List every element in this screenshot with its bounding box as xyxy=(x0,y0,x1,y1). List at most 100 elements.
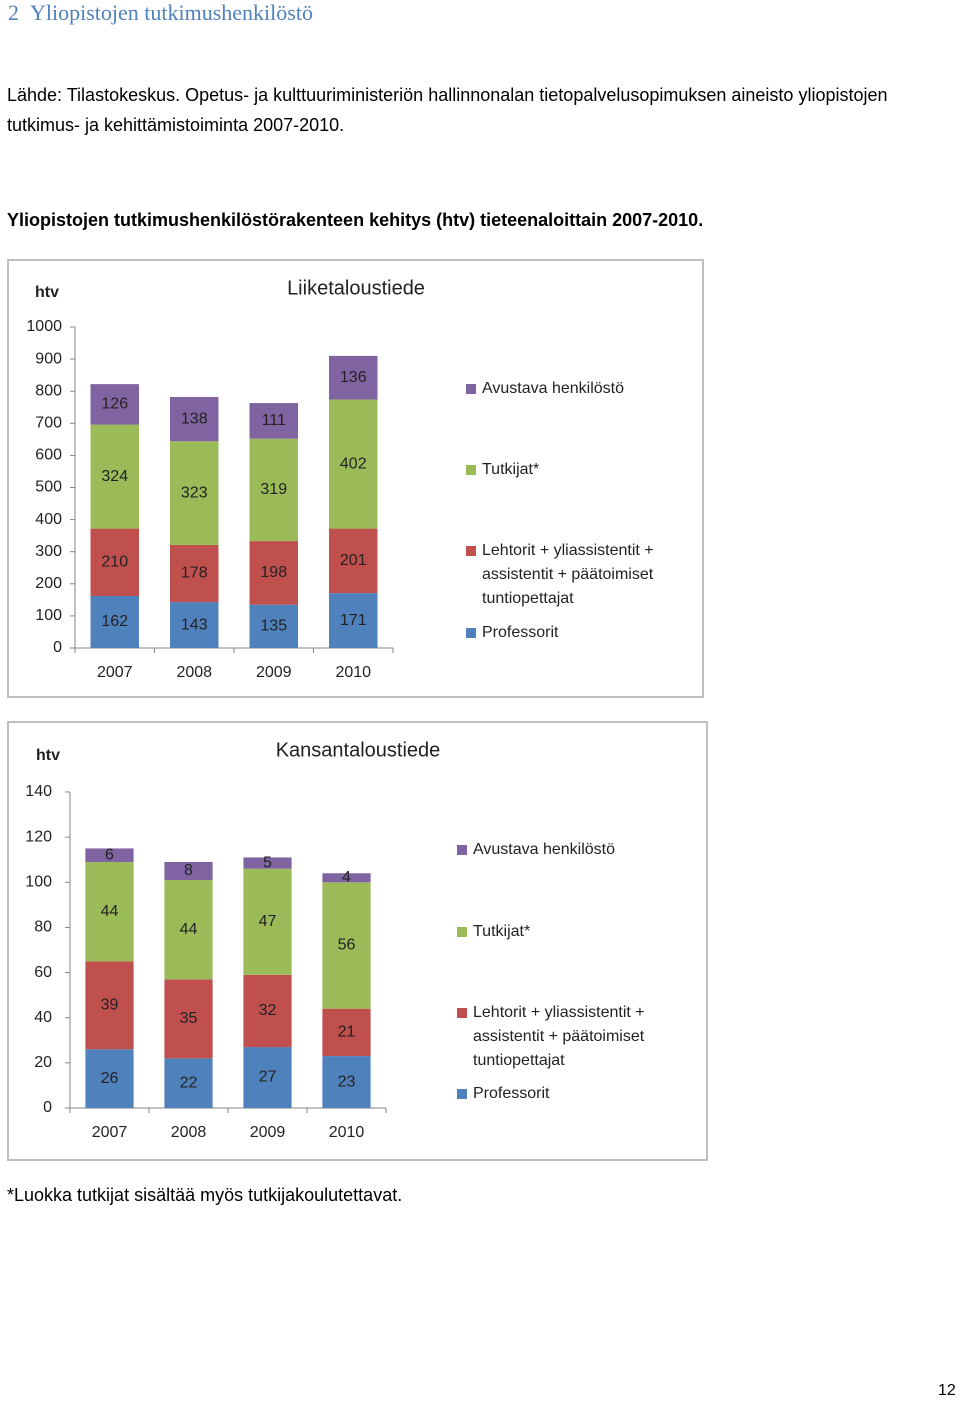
page-number: 12 xyxy=(938,1382,956,1399)
legend-item: Professorit xyxy=(466,621,702,645)
x-tick-label: 2010 xyxy=(329,1124,365,1141)
y-tick-label: 900 xyxy=(35,350,62,367)
x-tick-label: 2008 xyxy=(171,1124,207,1141)
y-tick-label: 0 xyxy=(43,1099,52,1116)
bar-segment xyxy=(90,384,139,425)
data-label: 111 xyxy=(262,412,286,429)
legend-swatch xyxy=(457,927,467,937)
data-label: 171 xyxy=(340,612,367,629)
bar-segment xyxy=(243,974,292,1048)
x-tick-label: 2007 xyxy=(97,664,133,681)
y-tick-label: 300 xyxy=(35,543,62,560)
data-label: 32 xyxy=(259,1002,277,1019)
data-label: 26 xyxy=(101,1070,119,1087)
bar-segment xyxy=(249,403,298,439)
x-tick-label: 2010 xyxy=(335,664,371,681)
data-label: 126 xyxy=(101,396,128,413)
bar-segment xyxy=(329,355,378,400)
heading-number: 2 xyxy=(8,0,19,25)
legend-item: Lehtorit + yliassistentit + assistentit … xyxy=(457,1001,693,1073)
data-label: 138 xyxy=(181,410,208,427)
bar-segment xyxy=(249,541,298,605)
data-label: 136 xyxy=(340,369,367,386)
data-label: 23 xyxy=(338,1073,356,1090)
bar-segment xyxy=(322,1056,371,1108)
figure-title: Yliopistojen tutkimushenkilöstörakenteen… xyxy=(7,210,704,230)
legend-label: Professorit xyxy=(473,1085,550,1102)
legend-swatch xyxy=(457,1008,467,1018)
bar-segment xyxy=(85,848,134,862)
data-label: 135 xyxy=(260,618,287,635)
bar-segment xyxy=(90,595,139,648)
data-label: 39 xyxy=(101,997,119,1014)
bar-segment xyxy=(170,396,219,442)
data-label: 198 xyxy=(260,564,287,581)
bar-segment xyxy=(243,868,292,975)
data-label: 56 xyxy=(338,937,356,954)
data-label: 402 xyxy=(340,455,367,472)
bar-segment xyxy=(322,1008,371,1057)
bar-segment xyxy=(329,399,378,529)
bar-segment xyxy=(329,593,378,648)
data-label: 44 xyxy=(180,921,198,938)
data-label: 35 xyxy=(180,1010,198,1027)
y-tick-label: 800 xyxy=(35,382,62,399)
y-tick-label: 20 xyxy=(34,1054,52,1071)
y-tick-label: 140 xyxy=(25,783,52,800)
bar-segment xyxy=(170,544,219,603)
bar-segment xyxy=(243,857,292,869)
y-tick-label: 40 xyxy=(34,1009,52,1026)
y-tick-label: 1000 xyxy=(26,318,62,335)
footnote: *Luokka tutkijat sisältää myös tutkijako… xyxy=(7,1185,403,1205)
heading: 2 Yliopistojen tutkimushenkilöstö xyxy=(8,0,313,26)
y-tick-label: 500 xyxy=(35,479,62,496)
y-tick-label: 200 xyxy=(35,575,62,592)
bar-segment xyxy=(164,979,213,1059)
x-tick-label: 2008 xyxy=(176,664,212,681)
legend-label: Avustava henkilöstö xyxy=(473,841,616,858)
data-label: 5 xyxy=(263,854,272,871)
x-tick-label: 2009 xyxy=(250,1124,286,1141)
bar-segment xyxy=(85,961,134,1050)
legend-item: Avustava henkilöstö xyxy=(457,838,693,862)
chart-title: Kansantaloustiede xyxy=(276,739,441,761)
y-axis-label: htv xyxy=(35,284,59,301)
bar-segment xyxy=(243,1047,292,1108)
legend-swatch xyxy=(466,546,476,556)
bar-segment xyxy=(164,861,213,881)
y-tick-label: 60 xyxy=(34,964,52,981)
legend-label: Tutkijat* xyxy=(473,923,531,940)
bar-segment xyxy=(164,880,213,980)
bar-segment xyxy=(322,873,371,883)
heading-title: Yliopistojen tutkimushenkilöstö xyxy=(30,0,313,25)
bar-segment xyxy=(164,1058,213,1108)
bar-segment xyxy=(249,604,298,648)
data-label: 324 xyxy=(101,468,128,485)
bar-segment xyxy=(170,441,219,545)
data-label: 323 xyxy=(181,484,208,501)
x-tick-label: 2007 xyxy=(92,1124,128,1141)
bar-segment xyxy=(90,528,139,596)
legend-item: Avustava henkilöstö xyxy=(466,377,702,401)
data-label: 201 xyxy=(340,552,367,569)
legend-swatch xyxy=(466,465,476,475)
bar-segment xyxy=(329,528,378,594)
data-label: 319 xyxy=(260,481,287,498)
data-label: 22 xyxy=(180,1074,198,1091)
y-tick-label: 400 xyxy=(35,511,62,528)
data-label: 6 xyxy=(105,846,114,863)
legend-swatch xyxy=(466,628,476,638)
bar-segment xyxy=(90,424,139,529)
y-tick-label: 700 xyxy=(35,415,62,432)
legend-swatch xyxy=(457,845,467,855)
y-tick-label: 100 xyxy=(35,607,62,624)
data-label: 8 xyxy=(184,862,193,879)
bar-segment xyxy=(85,1049,134,1108)
y-tick-label: 0 xyxy=(53,639,62,656)
legend-label: Professorit xyxy=(482,624,559,641)
data-label: 178 xyxy=(181,565,208,582)
data-label: 143 xyxy=(181,616,208,633)
legend-item: Tutkijat* xyxy=(457,920,693,944)
y-tick-label: 120 xyxy=(25,828,52,845)
